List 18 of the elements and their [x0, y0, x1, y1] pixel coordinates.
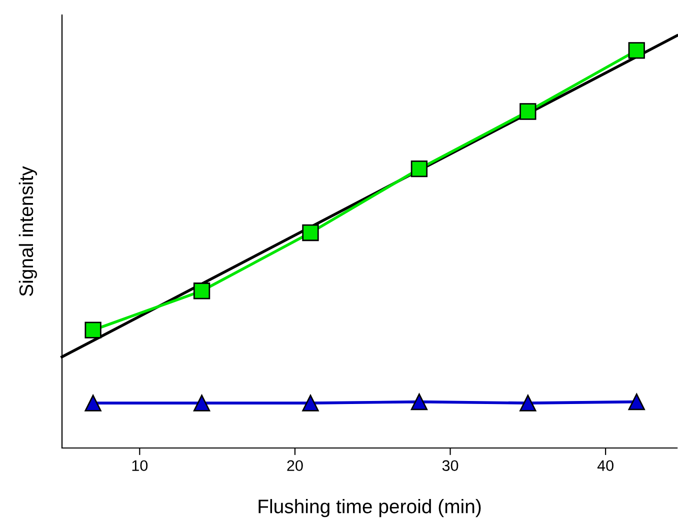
point — [302, 224, 319, 242]
point — [193, 394, 210, 412]
point — [302, 394, 319, 412]
x-tick-label: 40 — [597, 460, 614, 472]
point — [628, 393, 645, 410]
x-tick-label: 10 — [132, 460, 148, 472]
point — [84, 322, 102, 338]
point — [84, 394, 102, 412]
x-axis-title: Flushing time peroid (min) — [258, 499, 481, 518]
point — [628, 42, 645, 59]
point — [520, 103, 536, 120]
x-tick-label: 20 — [287, 460, 303, 472]
y-axis-title: Signal intensity — [18, 166, 37, 296]
point — [410, 393, 428, 410]
point — [520, 394, 536, 412]
point — [193, 282, 210, 300]
point — [410, 160, 428, 178]
x-tick-label: 30 — [442, 460, 458, 472]
